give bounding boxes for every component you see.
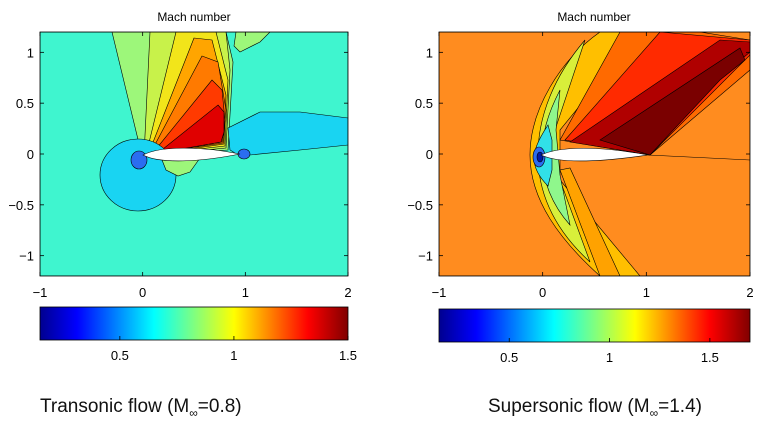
x-tick-label: 1: [643, 285, 650, 300]
contour-band-darkred: [157, 104, 225, 154]
colorbar-tick-label: 1.5: [701, 350, 719, 365]
supersonic-caption-post: =1.4): [658, 396, 702, 417]
transonic-title: Mach number: [157, 10, 230, 24]
supersonic-caption: Supersonic flow (M∞=1.4): [488, 396, 702, 420]
transonic-caption-sub: ∞: [189, 405, 198, 420]
y-tick-label: 1: [426, 45, 433, 60]
colorbar-tick-label: 1.5: [339, 348, 357, 363]
colorbar-tick-label: 0.5: [111, 348, 129, 363]
y-tick-label: 0: [426, 147, 433, 162]
transonic-ticks: −1 0 1 2 −1 −0.5 0 0.5 1: [8, 32, 352, 300]
contour-band-maroon-fan: [599, 47, 746, 156]
contour-band-aux-green: [233, 32, 271, 53]
y-tick-label: −0.5: [407, 198, 433, 213]
x-tick-label: −1: [33, 285, 48, 300]
contour-band-darkblue-stagnation: [536, 151, 544, 163]
supersonic-ticks: −1 0 1 2 −1 −0.5 0 0.5 1: [407, 32, 754, 300]
supersonic-caption-sub: ∞: [649, 405, 659, 420]
y-tick-label: −1: [418, 249, 433, 264]
transonic-colorbar: [39, 306, 349, 341]
y-tick-label: 0.5: [16, 96, 34, 111]
supersonic-colorbar: [438, 308, 751, 343]
colorbar-tick-label: 1: [230, 348, 237, 363]
y-tick-label: 0.5: [415, 96, 433, 111]
x-tick-label: 0: [539, 285, 546, 300]
supersonic-panel: Mach number −1 0 1 2 −1 −0.5 0 0.5 1 0.5 1 1.5: [407, 10, 753, 365]
y-tick-label: −0.5: [8, 198, 34, 213]
transonic-caption: Transonic flow (M∞=0.8): [40, 396, 242, 420]
transonic-caption-pre: Transonic flow (M: [40, 396, 190, 417]
y-tick-label: −1: [19, 249, 34, 264]
contour-band-lightblue-wake: [227, 111, 348, 157]
x-tick-label: 2: [746, 285, 753, 300]
x-tick-label: 0: [139, 285, 146, 300]
x-tick-label: 2: [344, 285, 351, 300]
y-tick-label: 1: [27, 45, 34, 60]
airfoil: [142, 147, 241, 162]
x-tick-label: −1: [432, 285, 447, 300]
transonic-colorbar-ticks: 0.5 1 1.5: [111, 336, 357, 363]
supersonic-colorbar-ticks: 0.5 1 1.5: [500, 338, 719, 365]
supersonic-caption-pre: Supersonic flow (M: [488, 396, 650, 417]
x-tick-label: 1: [242, 285, 249, 300]
transonic-contours: [40, 32, 348, 276]
trailing-shock-line: [647, 154, 750, 161]
colorbar-tick-label: 0.5: [500, 350, 518, 365]
supersonic-contours: [439, 32, 750, 276]
contour-band-orange-lower: [559, 167, 621, 276]
transonic-panel: Mach number −1 0 1 2 −1 −0.5 0 0.5 1: [8, 10, 357, 363]
colorbar-tick-label: 1: [606, 350, 613, 365]
transonic-caption-post: =0.8): [197, 396, 242, 417]
supersonic-title: Mach number: [557, 10, 630, 24]
y-tick-label: 0: [27, 147, 34, 162]
contour-band-blue-stagnation: [130, 150, 148, 170]
